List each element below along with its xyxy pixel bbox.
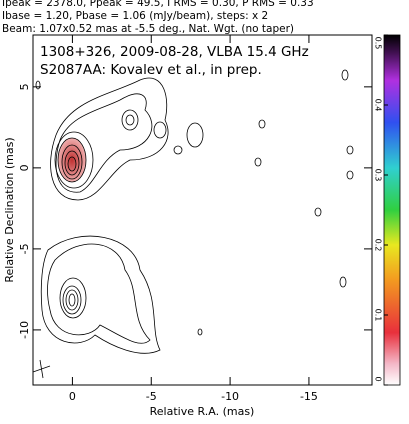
- colorbar-tick-label: 0.4: [374, 99, 383, 112]
- x-tick-label: -5: [146, 390, 157, 403]
- x-tick-label: -10: [221, 390, 239, 403]
- plot-title: 1308+326, 2009-08-28, VLBA 15.4 GHz: [40, 44, 309, 60]
- x-tick-label: 0: [69, 390, 76, 403]
- y-tick-label: 0: [18, 164, 31, 171]
- colorbar-tick-label: 0.5: [374, 37, 383, 50]
- colorbar-tick-label: 0.1: [374, 309, 383, 322]
- header-line: Beam: 1.07x0.52 mas at -5.5 deg., Nat. W…: [2, 23, 294, 35]
- y-tick-label: -5: [18, 243, 31, 254]
- header-line: Ipeak = 2378.0, Ppeak = 49.5, I RMS = 0.…: [2, 0, 314, 9]
- colorbar-tick-label: 0.3: [374, 169, 383, 182]
- colorbar-tick-label: 0.2: [374, 239, 383, 252]
- x-axis-label: Relative R.A. (mas): [150, 405, 255, 418]
- y-tick-label: 5: [18, 83, 31, 90]
- y-axis-label: Relative Declination (mas): [3, 137, 16, 282]
- x-tick-label: -15: [300, 390, 318, 403]
- y-tick-label: -10: [18, 321, 31, 339]
- colorbar-tick-label: 0: [374, 376, 383, 381]
- contours: [32, 69, 354, 379]
- header-line: Ibase = 1.20, Pbase = 1.06 (mJy/beam), s…: [2, 10, 268, 22]
- plot-subtitle: S2087AA: Kovalev et al., in prep.: [40, 62, 262, 78]
- colorbar: [383, 34, 401, 386]
- plot-frame: [32, 34, 373, 386]
